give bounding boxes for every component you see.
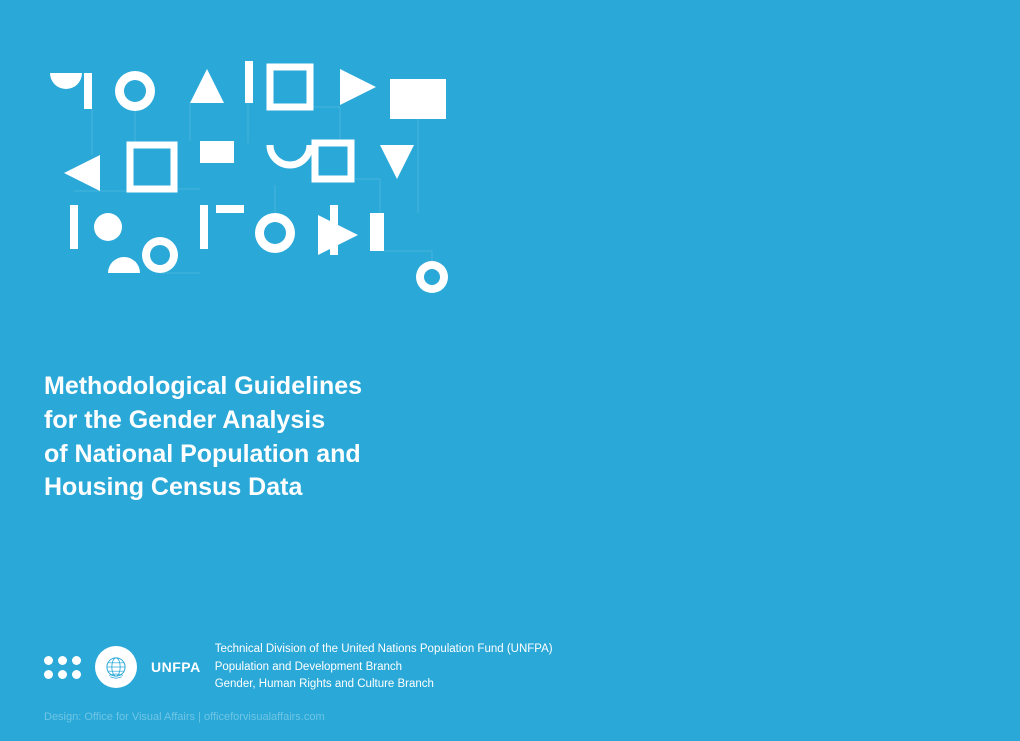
unfpa-dots-icon [44, 656, 81, 679]
unfpa-brand-text: UNFPA [151, 659, 201, 675]
footer: UNFPA Technical Division of the United N… [44, 641, 553, 693]
title-line-1: Methodological Guidelines [44, 370, 362, 404]
footer-line-1: Technical Division of the United Nations… [215, 641, 553, 658]
document-title: Methodological Guidelines for the Gender… [44, 370, 362, 505]
footer-line-3: Gender, Human Rights and Culture Branch [215, 676, 553, 693]
title-line-2: for the Gender Analysis [44, 404, 362, 438]
un-globe-icon [95, 646, 137, 688]
footer-line-2: Population and Development Branch [215, 659, 553, 676]
title-line-3: of National Population and [44, 438, 362, 472]
footer-attribution: Technical Division of the United Nations… [215, 641, 553, 693]
decorative-shapes-graphic [40, 55, 480, 295]
design-credit: Design: Office for Visual Affairs | offi… [44, 711, 325, 723]
title-line-4: Housing Census Data [44, 471, 362, 505]
